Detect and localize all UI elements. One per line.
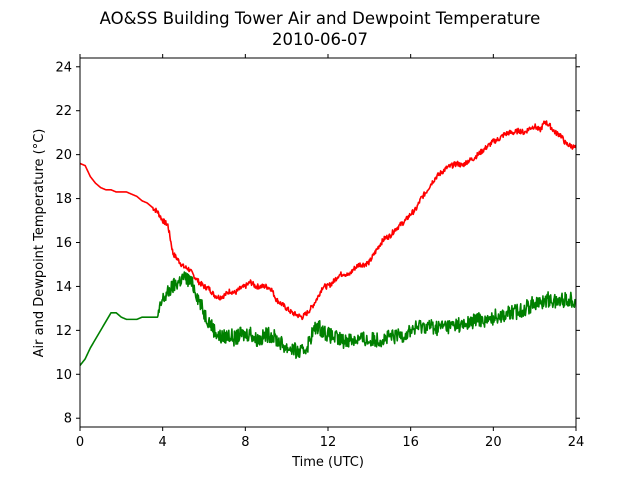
axes: 0 4 8 12 16 20 24 8 10 12 14 16 18 20 22 24	[55, 54, 584, 450]
plot-area	[80, 120, 576, 366]
y-tick-label: 16	[55, 236, 72, 251]
y-tick-label: 12	[55, 324, 72, 339]
y-tick-label: 14	[55, 280, 72, 295]
y-tick-label: 24	[55, 60, 72, 75]
y-tick-label: 22	[55, 104, 72, 119]
series-line-1	[80, 271, 576, 366]
y-tick-label: 10	[55, 368, 72, 383]
x-tick-label: 20	[485, 435, 502, 450]
chart-title-line1: AO&SS Building Tower Air and Dewpoint Te…	[100, 9, 541, 28]
x-tick-label: 0	[76, 435, 84, 450]
y-tick-label: 18	[55, 192, 72, 207]
chart-title-line2: 2010-06-07	[272, 30, 368, 49]
x-tick-label: 4	[159, 435, 167, 450]
x-tick-label: 8	[241, 435, 249, 450]
plot-frame	[79, 57, 577, 428]
x-axis-label: Time (UTC)	[291, 455, 364, 470]
x-tick-label: 16	[402, 435, 419, 450]
y-tick-label: 20	[55, 148, 72, 163]
x-tick-label: 12	[320, 435, 337, 450]
x-tick-label: 24	[568, 435, 585, 450]
y-tick-label: 8	[64, 412, 72, 427]
y-axis-label: Air and Dewpoint Temperature (°C)	[32, 129, 47, 358]
series-line-0	[80, 120, 576, 321]
